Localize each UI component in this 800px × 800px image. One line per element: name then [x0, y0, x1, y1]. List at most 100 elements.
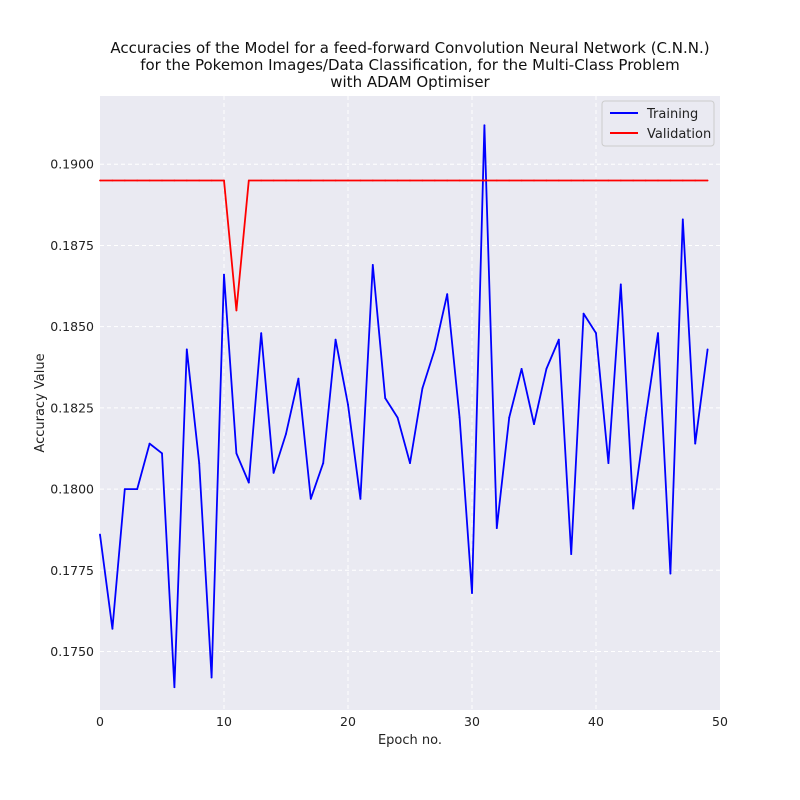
point-training [483, 124, 486, 127]
point-validation [272, 179, 275, 182]
plot-area [100, 96, 720, 710]
point-validation [681, 179, 684, 182]
point-validation [632, 179, 635, 182]
point-validation [198, 179, 201, 182]
y-axis-label: Accuracy Value [33, 353, 48, 452]
point-validation [607, 179, 610, 182]
x-tick-label: 50 [712, 714, 728, 729]
point-training [161, 452, 163, 455]
point-validation [706, 179, 709, 182]
legend-label-validation: Validation [647, 127, 711, 142]
point-training [235, 452, 238, 455]
point-training [309, 497, 312, 500]
point-training [520, 367, 523, 370]
y-tick-label: 0.1900 [50, 157, 94, 172]
point-training [285, 432, 287, 435]
point-validation [446, 179, 449, 182]
point-validation [508, 179, 511, 182]
chart-title: Accuracies of the Model for a feed-forwa… [110, 39, 709, 91]
point-validation [409, 179, 411, 182]
point-training [458, 416, 461, 419]
series-line-validation [100, 179, 708, 312]
point-training [644, 416, 647, 419]
legend: Training Validation [601, 100, 715, 147]
point-training [247, 481, 250, 484]
point-training [359, 497, 362, 500]
point-validation [247, 179, 250, 182]
point-training [557, 338, 560, 341]
point-validation [322, 179, 325, 182]
point-training [669, 572, 672, 575]
point-training [260, 332, 263, 335]
point-validation [223, 179, 225, 182]
y-tick-label: 0.1775 [50, 563, 94, 578]
point-validation [309, 179, 312, 182]
point-validation [371, 179, 374, 182]
point-training [396, 416, 399, 419]
axis-ticks: 0 10 20 30 40 50 0.1750 0.1775 0.1800 0.1825 0.185… [50, 157, 728, 729]
point-validation [644, 179, 647, 182]
y-tick-label: 0.1825 [50, 400, 94, 415]
point-validation [210, 179, 213, 182]
point-training [495, 527, 498, 529]
series-line-training [99, 124, 709, 689]
point-training [545, 367, 548, 370]
point-validation [359, 179, 362, 182]
point-training [111, 627, 114, 630]
point-validation [483, 179, 486, 182]
x-tick-label: 0 [96, 714, 104, 729]
point-validation [421, 179, 424, 182]
point-validation [533, 179, 535, 182]
point-validation [260, 179, 263, 182]
grid [100, 96, 720, 710]
point-training [533, 423, 535, 426]
point-training [198, 462, 201, 465]
x-tick-label: 40 [588, 714, 604, 729]
y-tick-label: 0.1800 [50, 482, 94, 497]
point-training [322, 462, 325, 465]
point-training [570, 553, 573, 555]
x-axis-label: Epoch no. [378, 733, 442, 748]
y-tick-label: 0.1850 [50, 319, 94, 334]
point-validation [669, 179, 672, 182]
point-validation [111, 179, 114, 182]
chart-title-line-3: with ADAM Optimiser [330, 73, 490, 91]
point-training [334, 338, 337, 341]
x-tick-label: 10 [216, 714, 232, 729]
point-training [409, 462, 411, 465]
point-training [347, 403, 349, 406]
point-validation [334, 179, 337, 182]
y-tick-label: 0.1875 [50, 238, 94, 253]
point-training [272, 471, 275, 474]
point-validation [570, 179, 573, 182]
point-training [681, 218, 684, 221]
point-validation [297, 179, 300, 182]
point-validation [396, 179, 399, 182]
point-validation [173, 179, 176, 182]
x-tick-label: 20 [340, 714, 356, 729]
point-training [148, 442, 151, 445]
point-training [619, 283, 622, 286]
point-validation [123, 179, 126, 182]
point-training [136, 488, 139, 490]
point-validation [285, 179, 287, 182]
chart-title-line-1: Accuracies of the Model for a feed-forwa… [110, 39, 709, 57]
point-training [632, 507, 635, 510]
point-validation [520, 179, 523, 182]
point-training [582, 312, 585, 315]
point-validation [458, 179, 461, 182]
point-validation [619, 179, 622, 182]
point-validation [347, 179, 349, 182]
y-tick-label: 0.1750 [50, 644, 94, 659]
legend-label-training: Training [646, 107, 698, 122]
point-training [173, 686, 176, 689]
x-tick-label: 30 [464, 714, 480, 729]
point-training [421, 387, 424, 390]
point-training [384, 397, 387, 400]
point-training [657, 332, 659, 335]
point-validation [99, 179, 101, 182]
point-training [99, 533, 101, 536]
point-validation [471, 179, 473, 182]
point-training [433, 348, 436, 351]
